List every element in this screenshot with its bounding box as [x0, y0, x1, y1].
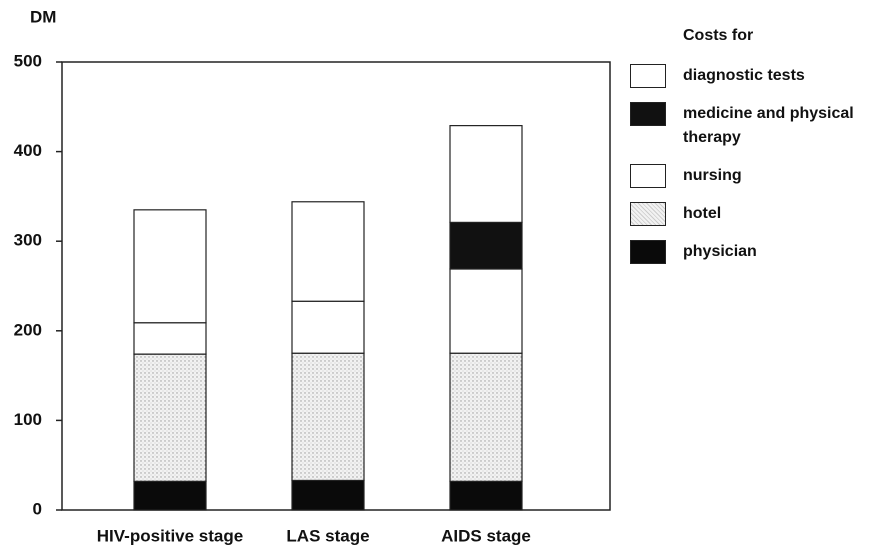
legend-item: hotel — [630, 202, 892, 226]
x-tick-label: HIV-positive stage — [97, 526, 243, 545]
legend-item: diagnostic tests — [630, 64, 892, 88]
y-tick-label: 0 — [33, 499, 42, 518]
x-tick-label: AIDS stage — [441, 526, 531, 545]
bar-segment — [449, 268, 523, 354]
legend-item: nursing — [630, 164, 892, 188]
bar-segment — [291, 479, 365, 511]
y-tick-label: 500 — [14, 51, 42, 70]
legend-label: physician — [683, 243, 757, 260]
y-tick-label: 300 — [14, 231, 42, 250]
legend: Costs for diagnostic tests medicine and p… — [630, 22, 892, 264]
bar-segment — [291, 300, 365, 354]
bar-segment — [449, 125, 523, 223]
legend-swatch — [630, 102, 666, 126]
y-axis-label: DM — [30, 7, 56, 26]
legend-title: Costs for — [683, 27, 754, 44]
y-tick-label: 200 — [14, 320, 42, 339]
y-tick-label: 400 — [14, 141, 42, 160]
bar-segment — [291, 352, 365, 482]
legend-label: hotel — [683, 205, 722, 222]
y-tick-label: 100 — [14, 410, 42, 429]
legend-swatch — [630, 64, 666, 88]
bar-segment — [291, 201, 365, 302]
bar-segment — [133, 353, 207, 482]
bar-segment — [449, 480, 523, 511]
legend-label: diagnostic tests — [683, 67, 805, 84]
legend-label: nursing — [683, 167, 742, 184]
legend-swatch — [630, 164, 666, 188]
bar-segment — [133, 322, 207, 355]
bar-segment — [133, 480, 207, 511]
x-tick-label: LAS stage — [286, 526, 369, 545]
bar-segment — [133, 209, 207, 324]
legend-item: medicine and physical therapy — [630, 102, 892, 150]
legend-swatch — [630, 240, 666, 264]
legend-label: medicine and physical therapy — [683, 105, 854, 146]
legend-item: physician — [630, 240, 892, 264]
legend-swatch — [630, 202, 666, 226]
bar-segment — [449, 352, 523, 482]
bar-segment — [449, 221, 523, 270]
